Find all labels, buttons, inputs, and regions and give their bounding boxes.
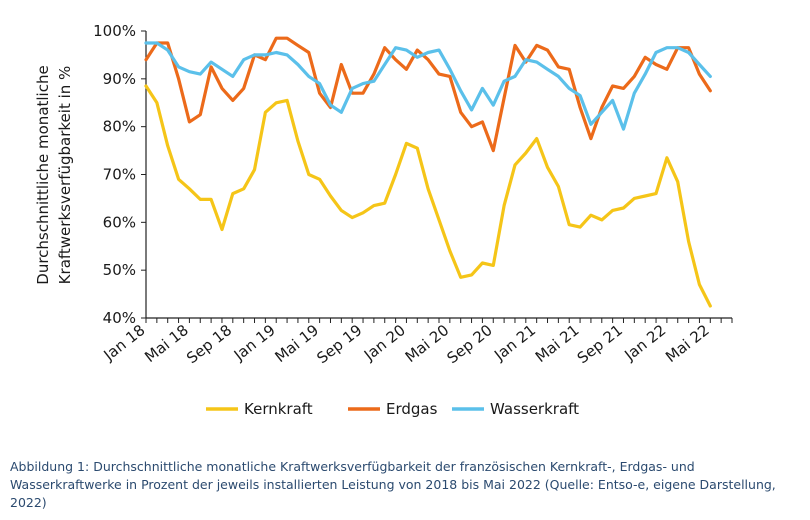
x-tick-label: Jan 22 <box>620 321 669 365</box>
x-tick-label: Sep 20 <box>444 321 496 367</box>
x-tick-label: Jan 19 <box>230 321 279 365</box>
series-lines <box>144 36 712 308</box>
x-tick-label: Sep 19 <box>313 321 365 367</box>
legend-label-erdgas: Erdgas <box>386 400 438 418</box>
y-tick-label: 80% <box>103 118 136 136</box>
series-line-kernkraft <box>144 84 712 308</box>
x-tick-label: Jan 21 <box>490 321 539 365</box>
x-tick-label: Mai 22 <box>662 321 713 366</box>
y-tick-label: 60% <box>103 213 136 231</box>
x-tick-label: Mai 20 <box>402 321 453 366</box>
chart-area: Durchschnittliche monatliche Kraftwerksv… <box>34 22 733 418</box>
series-line-wasserkraft <box>144 41 712 131</box>
x-tick-label: Mai 21 <box>532 321 583 366</box>
series-line-erdgas <box>144 36 712 153</box>
x-tick-label: Jan 18 <box>100 321 149 365</box>
y-axis-title-line1: Durchschnittliche monatliche <box>34 65 52 284</box>
y-tick-label: 40% <box>103 309 136 327</box>
y-axis-title: Durchschnittliche monatliche Kraftwerksv… <box>34 65 74 284</box>
x-tick-label: Sep 21 <box>574 321 626 367</box>
x-tick-label: Mai 18 <box>141 321 192 366</box>
line-chart: Durchschnittliche monatliche Kraftwerksv… <box>34 22 733 418</box>
figure-caption: Abbildung 1: Durchschnittliche monatlich… <box>10 459 776 510</box>
legend-label-wasserkraft: Wasserkraft <box>490 400 579 418</box>
x-tick-label: Sep 18 <box>183 321 235 367</box>
y-tick-label: 100% <box>93 22 136 40</box>
legend-label-kernkraft: Kernkraft <box>244 400 313 418</box>
legend: Kernkraft Erdgas Wasserkraft <box>206 400 579 418</box>
y-tick-label: 90% <box>103 70 136 88</box>
y-ticks: 40% 50% 60% 70% 80% 90% 100% <box>93 22 146 327</box>
y-tick-label: 50% <box>103 261 136 279</box>
x-tick-label: Mai 19 <box>271 321 322 366</box>
y-tick-label: 70% <box>103 166 136 184</box>
y-axis-title-line2: Kraftwerksverfügbarkeit in % <box>56 66 74 285</box>
x-tick-label: Jan 20 <box>360 321 409 365</box>
